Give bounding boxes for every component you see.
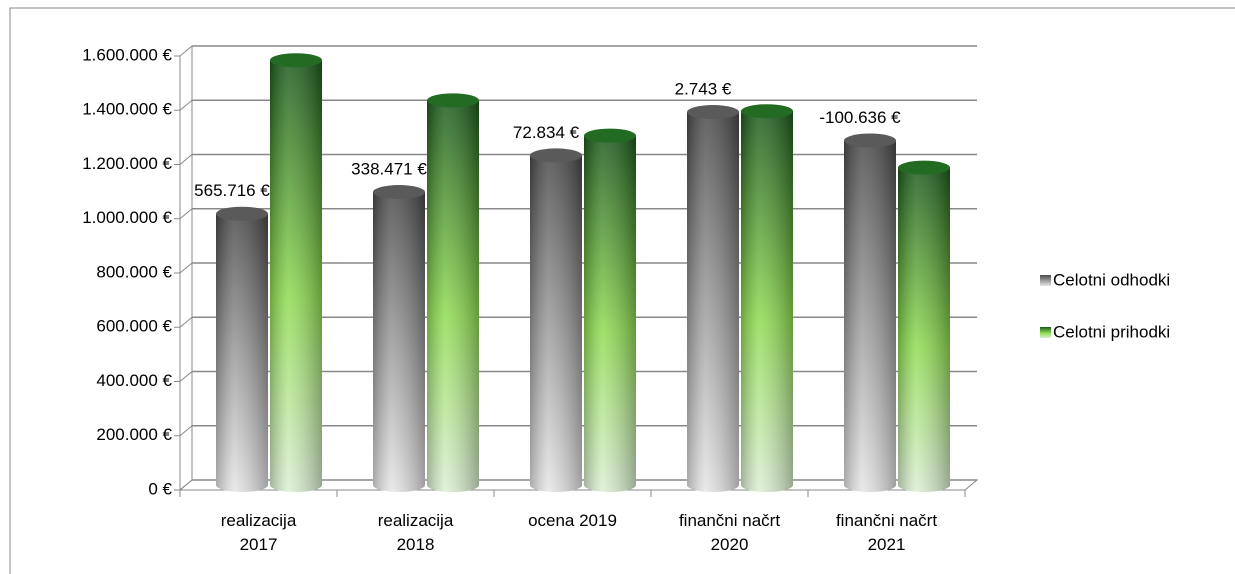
x-tick-label: ocena 2019 (528, 511, 617, 530)
data-annotation: -100.636 € (819, 108, 901, 127)
y-tick-label: 200.000 € (96, 425, 172, 444)
data-annotation: 338.471 € (351, 160, 427, 179)
x-tick-label: finančni načrt 2020 (679, 511, 780, 554)
grid-connector (179, 425, 193, 437)
bar (530, 148, 582, 492)
grid-connector (179, 45, 193, 57)
bar (687, 105, 739, 492)
grid-connector (179, 479, 193, 491)
legend-swatch (1040, 327, 1051, 338)
y-tick-label: 1.200.000 € (82, 154, 172, 173)
y-tick-label: 1.000.000 € (82, 208, 172, 227)
y-tick-label: 400.000 € (96, 371, 172, 390)
legend-swatch (1040, 275, 1051, 286)
chart-border (9, 7, 1235, 574)
grid-connector (179, 99, 193, 111)
bar (741, 104, 793, 492)
y-tick-label: 800.000 € (96, 262, 172, 281)
bar (270, 53, 322, 492)
grid-connector (179, 262, 193, 274)
y-tick-label: 600.000 € (96, 317, 172, 336)
bar (844, 133, 896, 492)
data-annotation: 565.716 € (194, 181, 270, 200)
x-tick-label: realizacija 2018 (378, 511, 454, 554)
data-annotation: 2.743 € (675, 80, 732, 99)
x-tick-label: finančni načrt 2021 (836, 511, 937, 554)
y-tick-label: 0 € (148, 479, 172, 498)
bar (584, 128, 636, 492)
legend-label: Celotni prihodki (1053, 322, 1170, 341)
data-annotation: 72.834 € (513, 123, 580, 142)
bar (427, 93, 479, 493)
x-tick-label: realizacija 2017 (221, 511, 297, 554)
grid-connector (179, 154, 193, 165)
bar (898, 160, 950, 492)
y-tick-label: 1.600.000 € (82, 45, 172, 64)
bar (373, 185, 425, 493)
bar (216, 206, 268, 492)
y-tick-label: 1.400.000 € (82, 100, 172, 119)
grid-connector (179, 316, 193, 328)
grid-connector (179, 371, 193, 382)
grid-connector (179, 208, 193, 220)
legend-label: Celotni odhodki (1053, 270, 1170, 289)
